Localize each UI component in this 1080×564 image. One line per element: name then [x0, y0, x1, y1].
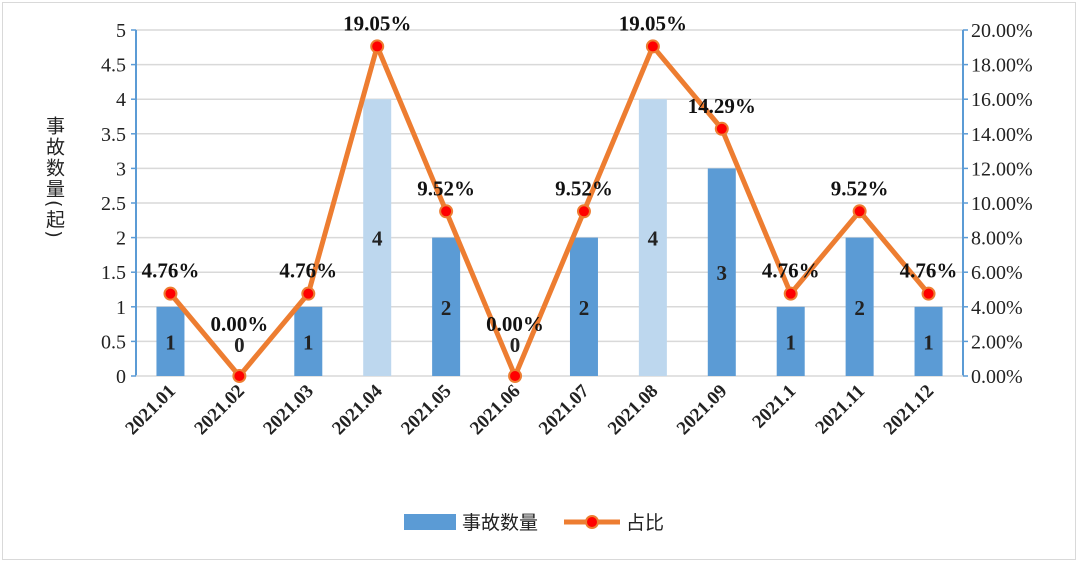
- right-tick-label: 12.00%: [971, 158, 1033, 180]
- right-tick-label: 8.00%: [971, 228, 1023, 250]
- bar-value-label: 4: [372, 227, 383, 251]
- line-marker: [301, 286, 316, 301]
- x-tick-label: 2021.02: [190, 381, 249, 440]
- left-tick-label: 5: [116, 20, 126, 42]
- legend-marker: [585, 515, 599, 529]
- bar: [156, 306, 185, 376]
- line-marker: [163, 286, 178, 301]
- line-marker: [370, 39, 385, 54]
- line-marker: [921, 286, 936, 301]
- right-tick-label: 14.00%: [971, 124, 1033, 146]
- bar-value-label: 2: [441, 296, 452, 320]
- line-marker: [439, 204, 454, 219]
- bar-value-label: 1: [165, 330, 176, 354]
- left-tick-label: 0.5: [101, 331, 126, 353]
- percent-label: 9.52%: [831, 176, 889, 200]
- x-tick-label: 2021.12: [880, 381, 939, 440]
- x-tick-label: 2021.01: [121, 381, 180, 440]
- line-marker: [645, 39, 660, 54]
- x-tick-label: 2021.11: [811, 381, 869, 439]
- x-tick-label: 2021.03: [259, 381, 318, 440]
- bar-value-label: 3: [717, 261, 728, 285]
- right-tick-label: 20.00%: [971, 20, 1033, 42]
- bar-value-label: 2: [579, 296, 590, 320]
- bar-value-label: 1: [785, 330, 796, 354]
- right-tick-label: 4.00%: [971, 297, 1023, 319]
- percent-label: 9.52%: [417, 176, 475, 200]
- bar: [432, 237, 461, 376]
- right-tick-label: 10.00%: [971, 193, 1033, 215]
- percent-label: 9.52%: [555, 176, 613, 200]
- right-tick-label: 0.00%: [971, 366, 1023, 388]
- left-tick-label: 1.5: [101, 262, 126, 284]
- x-tick-label: 2021.04: [328, 380, 387, 439]
- bar: [363, 99, 392, 376]
- bar: [638, 99, 667, 376]
- left-tick-label: 0: [116, 366, 126, 388]
- bar-value-label: 0: [510, 333, 521, 357]
- percent-label: 4.76%: [142, 259, 200, 283]
- line-series: [168, 43, 931, 379]
- left-tick-label: 1: [116, 297, 126, 319]
- x-tick-label: 2021.08: [604, 381, 663, 440]
- legend-bar-swatch: [404, 514, 456, 530]
- x-tick-label: 2021.1: [748, 381, 800, 433]
- line-marker: [508, 369, 523, 383]
- line-marker: [232, 369, 247, 383]
- left-tick-label: 4: [116, 89, 126, 111]
- percent-label: 4.76%: [279, 259, 337, 283]
- left-tick-label: 2.5: [101, 193, 126, 215]
- line-marker: [714, 121, 729, 136]
- percent-label: 19.05%: [619, 11, 687, 35]
- percent-label: 4.76%: [762, 259, 820, 283]
- legend-label-ratio: 占比: [626, 512, 664, 534]
- line-marker: [783, 286, 798, 301]
- line-marker: [852, 204, 867, 219]
- bar: [914, 306, 943, 376]
- bar: [294, 306, 323, 376]
- line-marker: [576, 204, 591, 219]
- right-tick-label: 18.00%: [971, 55, 1033, 77]
- percent-label: 14.29%: [688, 94, 756, 118]
- left-tick-label: 4.5: [101, 55, 126, 77]
- percent-label: 19.05%: [343, 11, 411, 35]
- left-tick-label: 3.5: [101, 124, 126, 146]
- bar-value-label: 2: [854, 296, 865, 320]
- legend-label-count: 事故数量: [462, 512, 538, 534]
- bar-value-label: 0: [234, 333, 245, 357]
- right-tick-label: 16.00%: [971, 89, 1033, 111]
- x-tick-label: 2021.07: [535, 380, 594, 439]
- x-tick-label: 2021.06: [466, 381, 525, 440]
- bar: [707, 168, 736, 376]
- y-axis-label: 事故数量(起): [43, 116, 65, 240]
- left-tick-label: 2: [116, 228, 126, 250]
- percent-label: 0.00%: [211, 312, 269, 336]
- bar: [776, 306, 805, 376]
- bar-value-label: 4: [648, 227, 659, 251]
- bar: [569, 237, 598, 376]
- x-tick-label: 2021.09: [673, 381, 732, 440]
- right-tick-label: 2.00%: [971, 331, 1023, 353]
- x-tick-label: 2021.05: [397, 381, 456, 440]
- left-tick-label: 3: [116, 158, 126, 180]
- percent-label: 4.76%: [900, 259, 958, 283]
- bar: [845, 237, 874, 376]
- percent-label: 0.00%: [486, 312, 544, 336]
- bar-value-label: 1: [303, 330, 314, 354]
- right-tick-label: 6.00%: [971, 262, 1023, 284]
- bar-value-label: 1: [923, 330, 934, 354]
